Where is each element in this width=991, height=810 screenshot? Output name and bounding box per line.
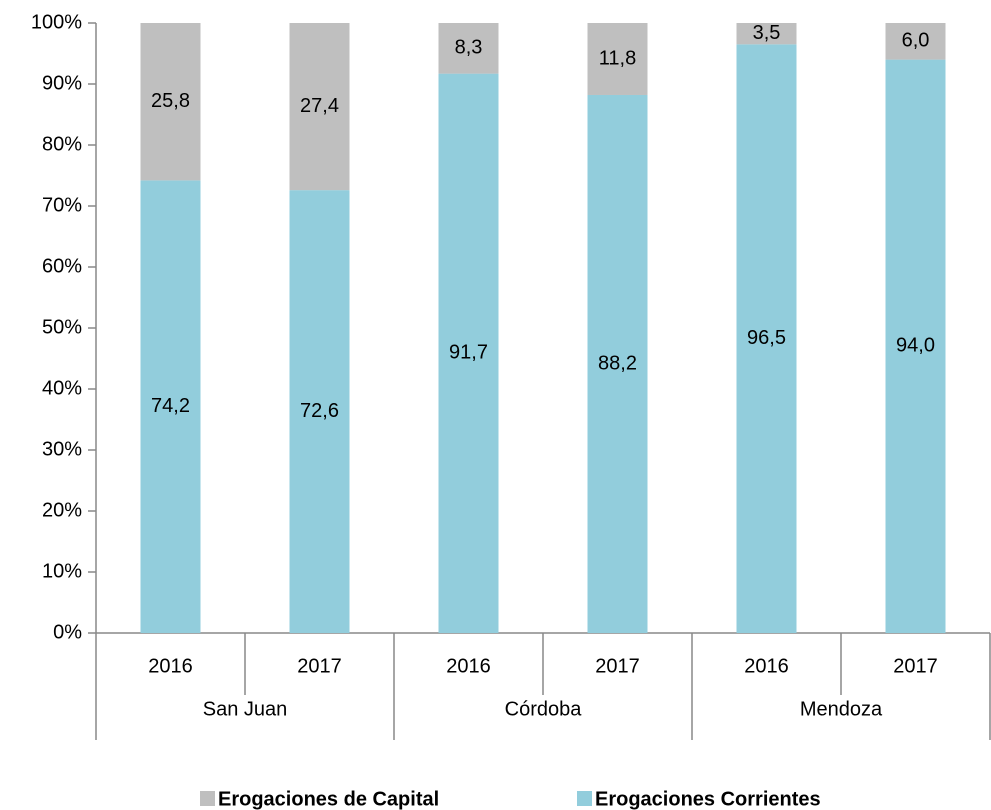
data-label: 27,4 xyxy=(300,95,339,117)
data-label: 96,5 xyxy=(747,327,786,349)
data-label: 8,3 xyxy=(455,37,483,59)
legend-label: Erogaciones Corrientes xyxy=(595,788,821,810)
group-label: Córdoba xyxy=(505,698,583,720)
bar-segment xyxy=(736,44,797,634)
data-label: 88,2 xyxy=(598,352,637,374)
x-tick-label: 2016 xyxy=(446,655,491,677)
bar-segment xyxy=(289,190,350,633)
group-label: Mendoza xyxy=(800,698,883,720)
y-tick-label: 60% xyxy=(42,255,82,277)
x-tick-label: 2016 xyxy=(744,655,789,677)
y-tick-label: 90% xyxy=(42,72,82,94)
y-tick-label: 70% xyxy=(42,194,82,216)
data-label: 11,8 xyxy=(599,47,636,69)
bar-segment xyxy=(587,23,648,95)
y-tick-label: 0% xyxy=(53,621,82,643)
y-tick-label: 80% xyxy=(42,133,82,155)
legend-swatch xyxy=(577,791,592,806)
data-label: 74,2 xyxy=(151,395,190,417)
y-tick-label: 10% xyxy=(42,560,82,582)
group-label: San Juan xyxy=(203,698,288,720)
bar-segment xyxy=(736,23,797,45)
bar-segment xyxy=(885,59,946,634)
y-tick-label: 50% xyxy=(42,316,82,338)
bar-segment xyxy=(140,180,201,633)
data-label: 3,5 xyxy=(753,22,781,44)
x-tick-label: 2016 xyxy=(148,655,193,677)
data-label: 25,8 xyxy=(151,90,190,112)
legend-label: Erogaciones de Capital xyxy=(218,788,439,810)
x-tick-label: 2017 xyxy=(595,655,640,677)
x-tick-label: 2017 xyxy=(893,655,938,677)
bar-segment xyxy=(587,94,648,634)
bar-segment xyxy=(885,23,946,60)
data-label: 94,0 xyxy=(896,335,935,357)
x-tick-label: 2017 xyxy=(297,655,342,677)
data-label: 72,6 xyxy=(300,400,339,422)
y-tick-label: 20% xyxy=(42,499,82,521)
bar-segment xyxy=(438,73,499,633)
y-tick-label: 40% xyxy=(42,377,82,399)
y-tick-label: 100% xyxy=(31,11,82,33)
bar-segment xyxy=(140,23,201,181)
bar-segment xyxy=(289,23,350,191)
data-label: 6,0 xyxy=(902,30,930,52)
bar-segment xyxy=(438,23,499,74)
data-label: 91,7 xyxy=(449,342,488,364)
legend-swatch xyxy=(200,791,215,806)
y-tick-label: 30% xyxy=(42,438,82,460)
